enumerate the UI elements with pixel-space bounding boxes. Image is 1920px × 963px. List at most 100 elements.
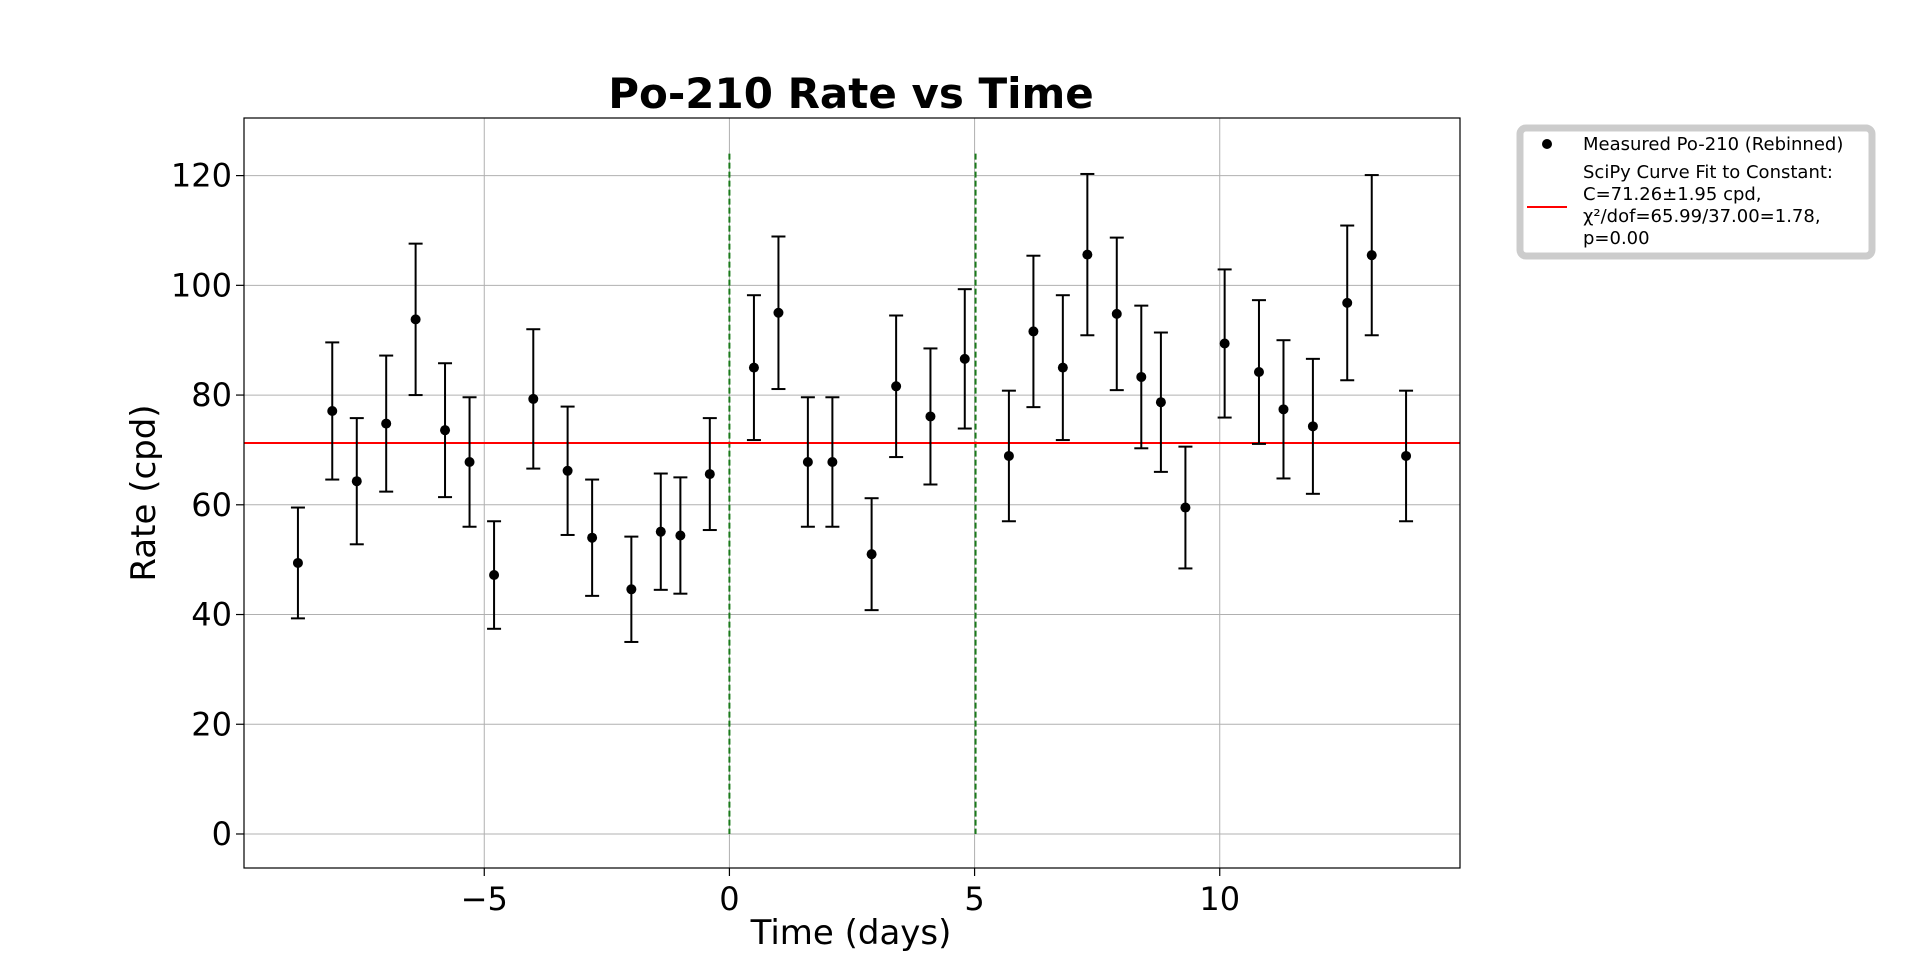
data-point bbox=[349, 417, 364, 546]
point-marker bbox=[1111, 308, 1122, 319]
point-marker bbox=[704, 469, 715, 480]
point-marker bbox=[1278, 404, 1289, 415]
point-marker bbox=[655, 526, 666, 537]
point-marker bbox=[675, 530, 686, 541]
data-point bbox=[800, 396, 815, 528]
data-point bbox=[1134, 304, 1149, 450]
point-marker bbox=[626, 584, 637, 595]
data-point bbox=[560, 405, 575, 536]
data-point bbox=[1251, 299, 1266, 445]
y-tick-label: 60 bbox=[191, 486, 232, 524]
point-marker bbox=[292, 557, 303, 568]
point-marker bbox=[528, 393, 539, 404]
data-point bbox=[487, 520, 502, 630]
data-point bbox=[923, 347, 938, 486]
data-point bbox=[702, 417, 717, 532]
point-marker bbox=[381, 418, 392, 429]
point-marker bbox=[1180, 502, 1191, 513]
y-tick-label: 20 bbox=[191, 705, 232, 743]
data-point bbox=[957, 288, 972, 430]
data-point bbox=[1080, 172, 1095, 337]
point-marker bbox=[351, 476, 362, 487]
point-marker bbox=[959, 353, 970, 364]
point-marker bbox=[1003, 450, 1014, 461]
point-marker bbox=[925, 411, 936, 422]
y-tick-label: 120 bbox=[171, 157, 232, 195]
legend-fit-line: C=71.26±1.95 cpd, bbox=[1583, 184, 1762, 205]
legend-fit-line: SciPy Curve Fit to Constant: bbox=[1583, 162, 1833, 183]
data-point bbox=[1305, 357, 1320, 495]
point-marker bbox=[1155, 397, 1166, 408]
data-point bbox=[746, 294, 761, 442]
point-marker bbox=[748, 362, 759, 373]
y-tick-label: 40 bbox=[191, 596, 232, 634]
x-tick-label: 10 bbox=[1199, 880, 1240, 918]
point-marker bbox=[866, 549, 877, 560]
point-marker bbox=[1057, 362, 1068, 373]
data-point bbox=[1055, 294, 1070, 442]
point-marker bbox=[1082, 249, 1093, 260]
data-point bbox=[526, 328, 541, 470]
point-marker bbox=[1401, 450, 1412, 461]
point-marker bbox=[327, 405, 338, 416]
data-point bbox=[585, 478, 600, 597]
x-tick-label: −5 bbox=[461, 880, 508, 918]
x-tick-label: 5 bbox=[964, 880, 984, 918]
y-tick-label: 0 bbox=[212, 815, 232, 853]
legend-marker-measured bbox=[1542, 139, 1552, 149]
point-marker bbox=[1219, 338, 1230, 349]
point-marker bbox=[891, 381, 902, 392]
point-marker bbox=[1028, 326, 1039, 337]
data-point bbox=[1399, 389, 1414, 523]
data-point bbox=[438, 362, 453, 499]
point-marker bbox=[587, 532, 598, 543]
data-point bbox=[673, 476, 688, 595]
data-point bbox=[825, 396, 840, 528]
grid bbox=[244, 118, 1460, 868]
legend-label-fit: SciPy Curve Fit to Constant: C=71.26±1.95… bbox=[1583, 162, 1833, 249]
point-marker bbox=[1366, 250, 1377, 261]
point-marker bbox=[410, 314, 421, 325]
data-point bbox=[624, 535, 639, 643]
y-axis-label: Rate (cpd) bbox=[124, 404, 164, 581]
data-point bbox=[1153, 331, 1168, 473]
point-marker bbox=[464, 457, 475, 468]
chart-title: Po-210 Rate vs Time bbox=[608, 69, 1094, 118]
data-point bbox=[325, 341, 340, 481]
point-marker bbox=[773, 307, 784, 318]
legend-label-measured: Measured Po-210 (Rebinned) bbox=[1583, 134, 1843, 155]
point-marker bbox=[562, 465, 573, 476]
point-marker bbox=[1136, 371, 1147, 382]
x-axis-label: Time (days) bbox=[750, 913, 952, 953]
data-point bbox=[1364, 174, 1379, 337]
data-point bbox=[408, 242, 423, 397]
data-point bbox=[1217, 268, 1232, 419]
legend: Measured Po-210 (Rebinned) SciPy Curve F… bbox=[1516, 124, 1876, 260]
data-point bbox=[462, 396, 477, 528]
data-point bbox=[889, 314, 904, 459]
x-tick-label: 0 bbox=[719, 880, 739, 918]
data-point bbox=[1026, 254, 1041, 409]
legend-frame bbox=[1516, 124, 1876, 260]
point-marker bbox=[489, 570, 500, 581]
point-marker bbox=[440, 425, 451, 436]
data-point bbox=[1276, 339, 1291, 480]
y-tick-label: 80 bbox=[191, 376, 232, 414]
data-point bbox=[1178, 445, 1193, 570]
point-marker bbox=[827, 457, 838, 468]
legend-fit-line: χ²/dof=65.99/37.00=1.78, bbox=[1583, 206, 1821, 227]
data-point bbox=[653, 472, 668, 591]
point-marker bbox=[802, 457, 813, 468]
data-point bbox=[379, 354, 394, 493]
data-point bbox=[1109, 236, 1124, 392]
data-point bbox=[290, 506, 305, 620]
point-marker bbox=[1253, 367, 1264, 378]
data-point bbox=[771, 235, 786, 391]
legend-fit-line: p=0.00 bbox=[1583, 228, 1650, 249]
point-marker bbox=[1342, 297, 1353, 308]
data-point bbox=[1001, 389, 1016, 523]
data-point bbox=[1340, 224, 1355, 382]
point-marker bbox=[1307, 421, 1318, 432]
